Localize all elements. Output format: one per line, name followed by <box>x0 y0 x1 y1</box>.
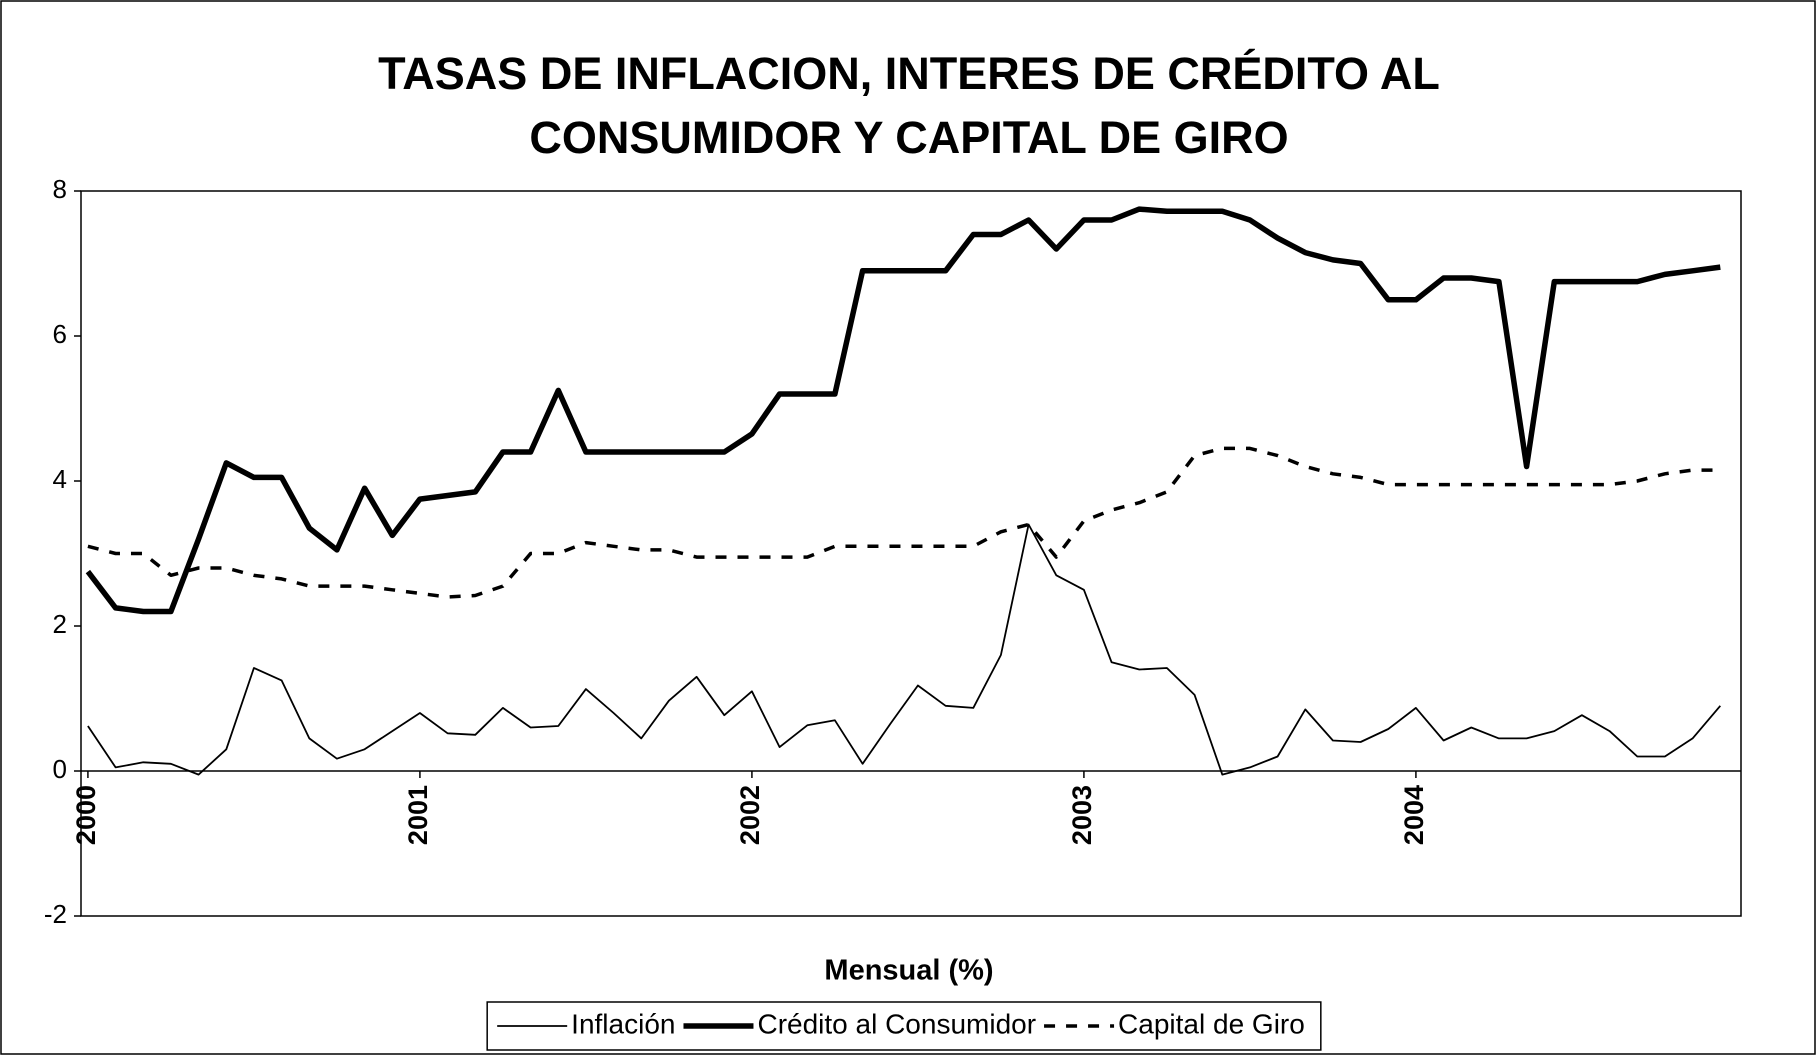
legend-label: Capital de Giro <box>1118 1008 1305 1039</box>
x-tick-label: 2003 <box>1067 785 1097 845</box>
y-tick-label: -2 <box>44 899 67 929</box>
x-tick-label: 2002 <box>735 785 765 845</box>
y-tick-label: 4 <box>53 464 67 494</box>
x-tick-label: 2004 <box>1399 785 1429 845</box>
legend: Inflación Crédito al Consumidor Capital de… <box>486 1001 1322 1051</box>
x-tick-label: 2001 <box>403 785 433 845</box>
x-axis-label: Mensual (%) <box>824 955 993 987</box>
legend-label: Crédito al Consumidor <box>757 1008 1036 1039</box>
chart-title: TASAS DE INFLACION, INTERES DE CRÉDITO A… <box>378 48 1440 163</box>
y-tick-label: 8 <box>53 174 67 204</box>
series-line <box>87 523 1721 776</box>
y-tick-label: 6 <box>53 319 67 349</box>
series-line <box>87 446 1721 599</box>
y-tick-label: 2 <box>53 609 67 639</box>
legend-label: Inflación <box>571 1008 675 1039</box>
x-tick-label: 2000 <box>71 785 101 845</box>
legend-box <box>486 1001 1322 1051</box>
series-line <box>85 206 1721 615</box>
y-tick-label: 0 <box>53 754 67 784</box>
plot-frame <box>80 190 1742 917</box>
